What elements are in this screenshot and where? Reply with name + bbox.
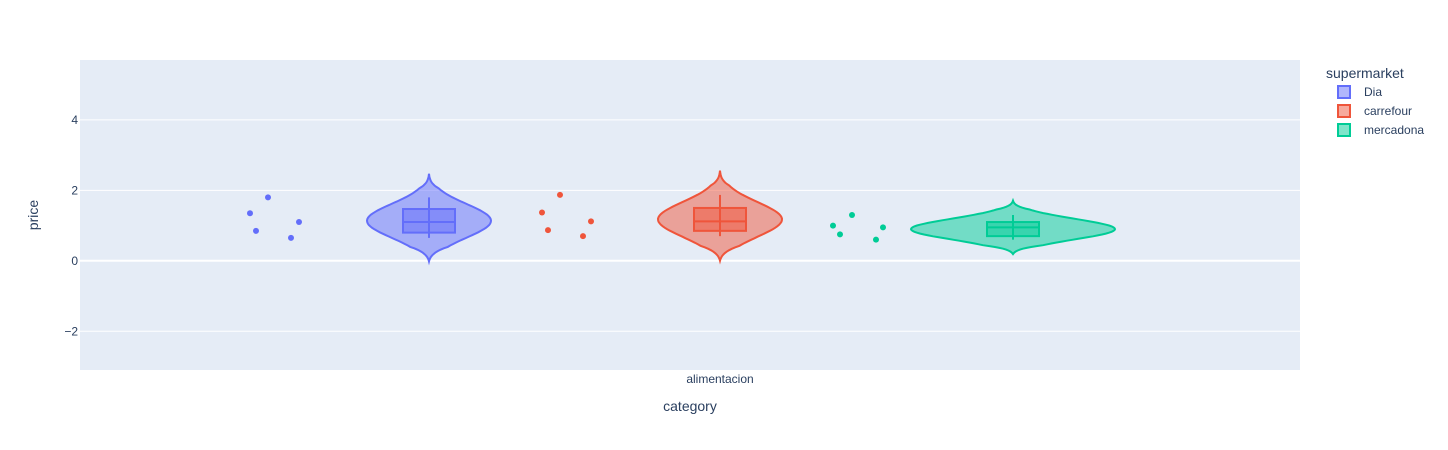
y-tick-label: 2 xyxy=(71,183,78,197)
box-iqr[interactable] xyxy=(986,221,1040,238)
y-tick-label: 0 xyxy=(71,254,78,268)
legend-item-Dia[interactable]: Dia xyxy=(1337,85,1382,99)
data-point[interactable] xyxy=(580,233,586,240)
gridlines xyxy=(80,119,1300,332)
legend-items[interactable]: Dia carrefour mercadona xyxy=(1337,85,1424,137)
data-point[interactable] xyxy=(296,219,302,226)
data-point[interactable] xyxy=(588,218,594,225)
legend-item-mercadona[interactable]: mercadona xyxy=(1337,123,1424,137)
box-iqr[interactable] xyxy=(693,206,747,232)
y-tick-label: 4 xyxy=(71,113,78,127)
legend-swatch xyxy=(1337,85,1351,99)
data-point[interactable] xyxy=(247,210,253,217)
x-tick-label: alimentacion xyxy=(686,372,753,386)
data-point[interactable] xyxy=(288,234,294,241)
y-axis-ticks: −2 0 2 4 xyxy=(64,113,78,338)
data-point[interactable] xyxy=(557,191,563,198)
legend-swatch xyxy=(1337,104,1351,118)
data-point[interactable] xyxy=(873,236,879,243)
data-point[interactable] xyxy=(545,227,551,234)
data-point[interactable] xyxy=(849,212,855,218)
series-carrefour[interactable] xyxy=(539,170,784,265)
y-axis-title: price xyxy=(25,200,41,231)
x-axis-title: category xyxy=(663,398,717,414)
data-point[interactable] xyxy=(837,231,843,238)
legend-label: carrefour xyxy=(1364,104,1412,118)
legend-label: mercadona xyxy=(1364,123,1424,137)
data-point[interactable] xyxy=(539,209,545,216)
legend-item-carrefour[interactable]: carrefour xyxy=(1337,104,1412,118)
series-mercadona[interactable] xyxy=(830,197,1117,256)
legend-title: supermarket xyxy=(1326,65,1404,81)
box-iqr[interactable] xyxy=(402,208,456,234)
series-Dia[interactable] xyxy=(247,173,493,266)
legend-swatch xyxy=(1337,123,1351,137)
y-tick-label: −2 xyxy=(64,324,78,338)
data-point[interactable] xyxy=(830,222,836,229)
legend-label: Dia xyxy=(1364,85,1382,99)
data-point[interactable] xyxy=(880,224,886,231)
series-layer xyxy=(247,170,1117,266)
data-point[interactable] xyxy=(265,194,271,201)
data-point[interactable] xyxy=(253,227,259,234)
legend[interactable]: supermarket Dia carrefour mercadona xyxy=(1326,65,1424,137)
